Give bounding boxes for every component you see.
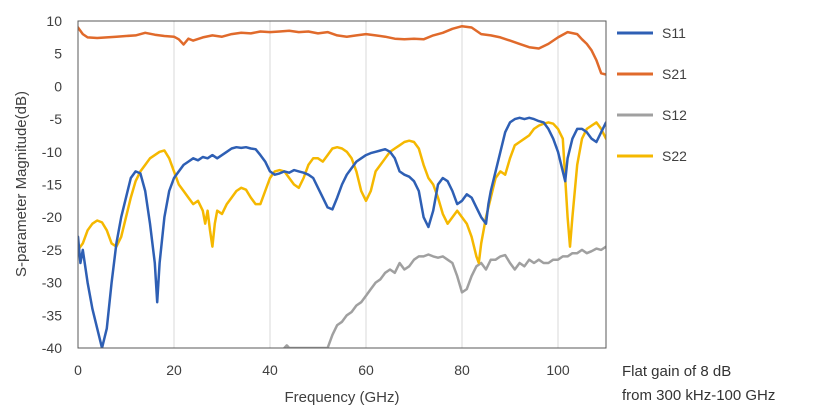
gain-note-line-1: Flat gain of 8 dB [622, 363, 732, 380]
y-tick-label: 5 [54, 46, 62, 62]
series-line-s22 [78, 121, 606, 265]
grid-lines [173, 21, 559, 348]
y-tick-labels: 10 5 0 -5 -10 -15 -20 -25 -30 -35 -40 [42, 13, 62, 356]
x-axis-title: Frequency (GHz) [284, 389, 399, 406]
x-tick-label: 0 [74, 362, 82, 378]
y-tick-label: -30 [42, 275, 62, 291]
y-tick-label: 10 [46, 13, 62, 29]
series-line-s12 [283, 245, 606, 348]
gain-note: Flat gain of 8 dB from 300 kHz-100 GHz [622, 360, 818, 408]
legend: S11 S21 S12 S22 [617, 25, 687, 164]
y-tick-label: -25 [42, 242, 62, 258]
series-line-s21 [78, 24, 606, 76]
x-tick-labels: 0 20 40 60 80 100 [74, 362, 570, 378]
y-tick-label: -40 [42, 340, 62, 356]
series-lines [78, 24, 606, 348]
x-tick-label: 40 [262, 362, 278, 378]
y-tick-label: -20 [42, 209, 62, 225]
plot-area-border [77, 20, 607, 349]
y-axis-title: S-parameter Magnitude(dB) [13, 91, 30, 277]
y-tick-label: -10 [42, 144, 62, 160]
x-tick-label: 80 [454, 362, 470, 378]
legend-label-s21: S21 [662, 66, 687, 82]
legend-label-s11: S11 [662, 25, 686, 41]
plot-frame [77, 20, 607, 349]
legend-label-s12: S12 [662, 107, 687, 123]
y-tick-label: -5 [50, 111, 63, 127]
legend-label-s22: S22 [662, 148, 687, 164]
y-tick-label: -35 [42, 307, 62, 323]
x-tick-label: 20 [166, 362, 182, 378]
y-tick-label: 0 [54, 78, 62, 94]
gain-note-line-2: from 300 kHz-100 GHz [622, 387, 776, 404]
series-line-s11 [78, 116, 606, 348]
x-tick-label: 60 [358, 362, 374, 378]
y-tick-label: -15 [42, 177, 62, 193]
x-tick-label: 100 [546, 362, 570, 378]
